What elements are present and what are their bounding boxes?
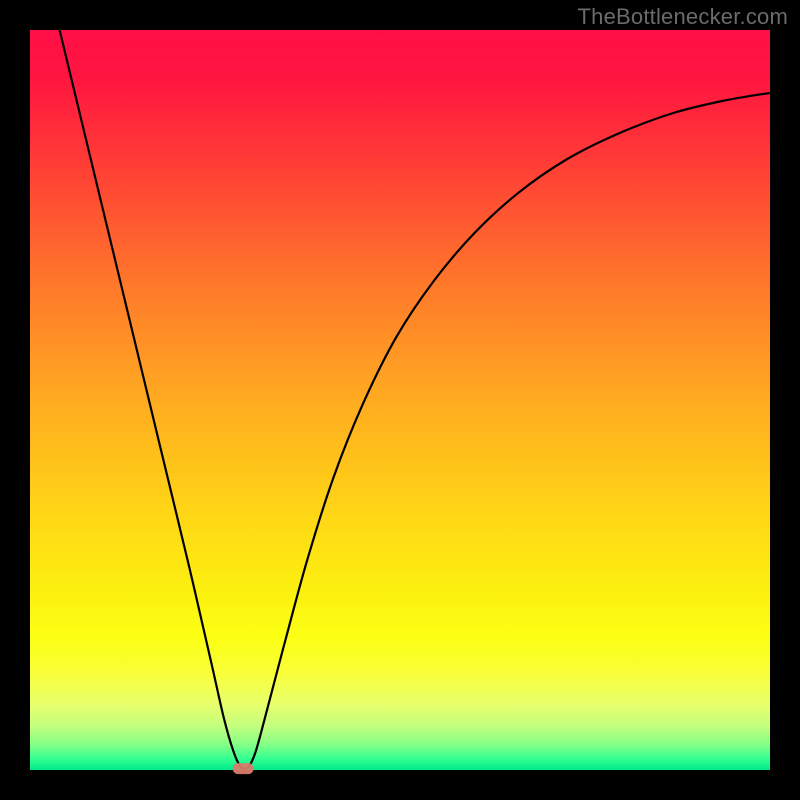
watermark-text: TheBottlenecker.com (578, 4, 788, 30)
figure-frame: TheBottlenecker.com (0, 0, 800, 800)
curve-layer (30, 30, 770, 770)
min-marker (233, 763, 254, 775)
plot-area (30, 30, 770, 770)
curve-path (60, 30, 770, 769)
